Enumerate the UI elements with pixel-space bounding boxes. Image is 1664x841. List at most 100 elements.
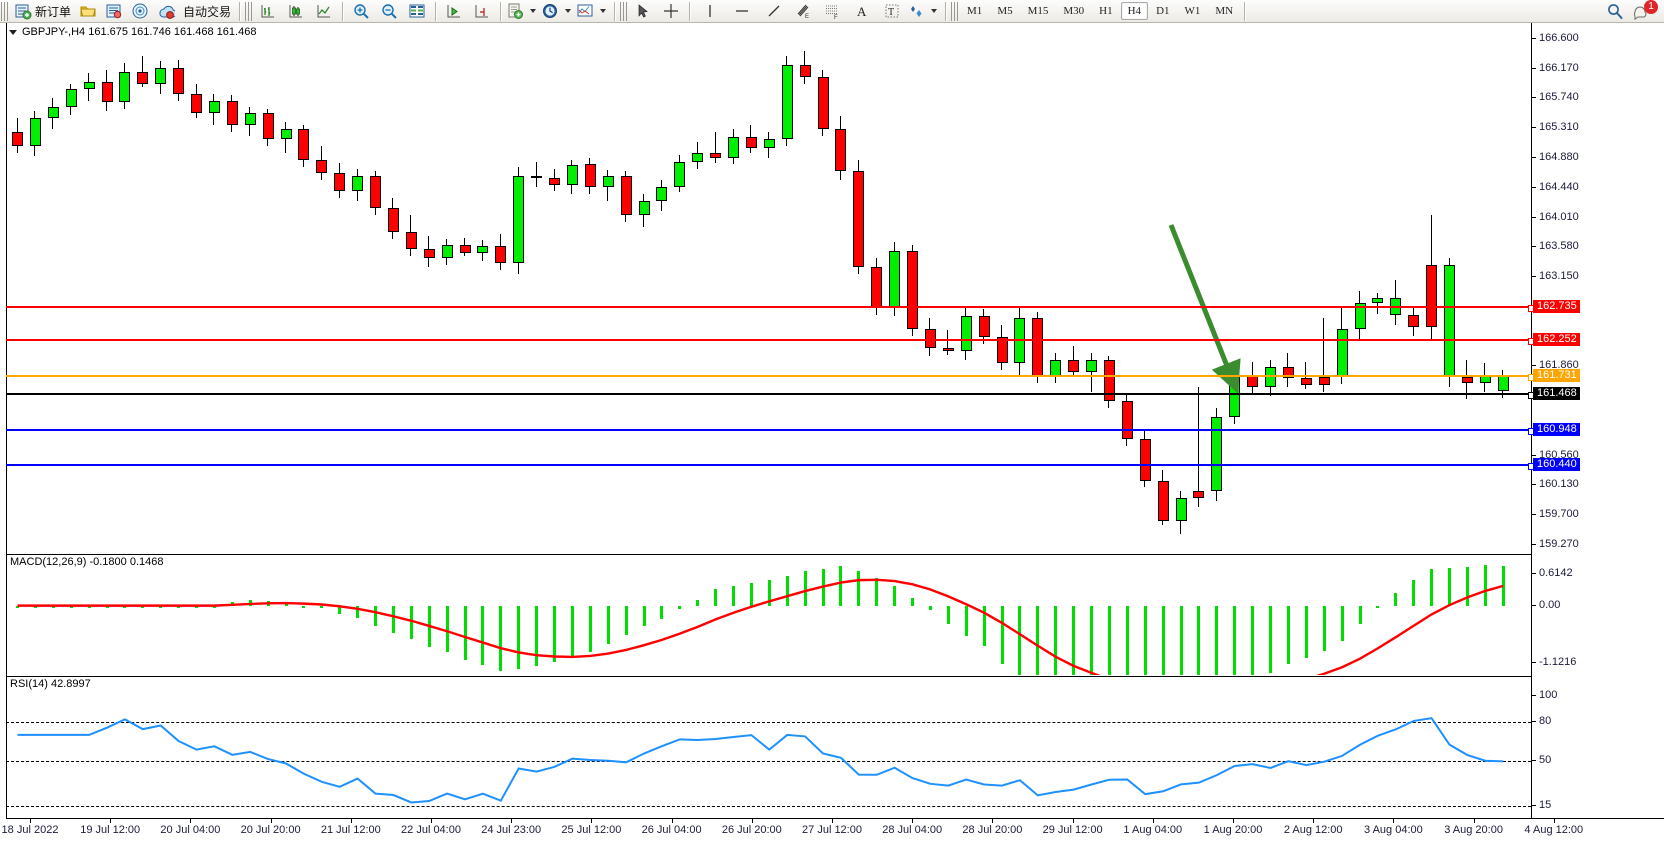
toolbar-grip[interactable] [1, 1, 8, 21]
toolbar-grip-4[interactable] [951, 1, 959, 21]
candlestick-chart-icon[interactable] [287, 2, 305, 20]
auto-trading-button[interactable]: 自动交易 [179, 0, 235, 23]
bar-chart-icon[interactable] [259, 2, 277, 20]
zoom-in-icon[interactable] [352, 2, 370, 20]
timeframe-w1[interactable]: W1 [1184, 5, 1201, 17]
time-tick [270, 819, 272, 823]
template-button[interactable] [505, 0, 540, 23]
line-chart-icon[interactable] [315, 2, 333, 20]
timeframe-d1[interactable]: D1 [1156, 5, 1170, 17]
candle-body [1354, 302, 1366, 329]
chart-menu-triangle-icon[interactable] [9, 29, 17, 35]
candle [1282, 352, 1294, 388]
macd-panel[interactable]: MACD(12,26,9) -0.1800 0.1468 [6, 555, 1531, 675]
period-button[interactable] [540, 0, 575, 23]
time-label: 3 Aug 04:00 [1364, 824, 1423, 836]
rsi-panel[interactable]: RSI(14) 42.8997 [6, 677, 1531, 818]
text-label-icon[interactable]: T [883, 2, 901, 20]
price-label-last-price[interactable]: 161.468 [1533, 387, 1580, 401]
market-watch-icon[interactable] [157, 2, 176, 20]
shift-end-icon[interactable] [445, 2, 463, 20]
timeframe-mn[interactable]: MN [1215, 5, 1234, 17]
rsi-level-15 [6, 805, 1531, 807]
equidistant-channel-icon[interactable]: E [795, 2, 813, 20]
candle-body [1426, 265, 1438, 328]
candle [173, 59, 185, 101]
grid-icon[interactable] [408, 2, 426, 20]
timeframe-m1[interactable]: M1 [967, 5, 983, 17]
candle [1247, 361, 1259, 395]
candle-body [459, 244, 471, 253]
price-panel[interactable] [6, 23, 1531, 553]
timeframe-m15[interactable]: M15 [1027, 5, 1049, 17]
indicators-dropdown-caret[interactable] [600, 9, 607, 13]
price-label-resistance-1[interactable]: 162.735 [1533, 299, 1580, 313]
notification-button[interactable]: 1 [1632, 0, 1658, 21]
vertical-line-icon[interactable] [701, 2, 719, 20]
price-line-support-1[interactable] [6, 427, 1535, 435]
indicators-button[interactable] [575, 0, 610, 23]
horizontal-line-icon[interactable] [733, 2, 751, 20]
candle-body [1336, 328, 1348, 378]
crosshair-icon[interactable] [662, 2, 680, 20]
new-order-button[interactable]: 新订单 [10, 0, 75, 23]
timeframe-m5[interactable]: M5 [997, 5, 1013, 17]
candle [387, 197, 399, 240]
macd-histogram-bar [1322, 605, 1326, 652]
time-tick [1393, 819, 1395, 823]
time-tick [751, 819, 753, 823]
candle-body [83, 81, 95, 89]
candle-body [405, 232, 417, 250]
plot-border [6, 23, 1531, 818]
price-label-support-2[interactable]: 160.440 [1533, 458, 1580, 472]
data-window-icon[interactable] [105, 2, 123, 20]
navigator-icon[interactable] [131, 2, 149, 20]
candle [101, 69, 113, 112]
timeframe-h4[interactable]: H4 [1120, 2, 1149, 20]
time-label: 24 Jul 23:00 [481, 824, 542, 836]
candle [65, 83, 77, 115]
candle [531, 161, 543, 188]
price-label-support-1[interactable]: 160.948 [1533, 422, 1580, 436]
price-label-pivot[interactable]: 161.731 [1533, 368, 1580, 382]
time-label: 1 Aug 20:00 [1203, 824, 1263, 836]
macd-label: MACD(12,26,9) -0.1800 0.1468 [10, 556, 164, 568]
cursor-icon[interactable] [634, 2, 652, 20]
macd-histogram-bar [338, 605, 342, 614]
price-line-resistance-1[interactable] [6, 304, 1535, 312]
candle [1265, 359, 1276, 397]
text-icon[interactable]: A [853, 2, 871, 20]
macd-histogram-bar [409, 605, 413, 639]
macd-histogram-bar [875, 578, 879, 606]
zoom-out-icon[interactable] [380, 2, 398, 20]
template-dropdown-caret[interactable] [530, 9, 537, 13]
time-axis[interactable]: 18 Jul 2022 19 Jul 12:00 20 Jul 04:00 20 Ju… [2, 818, 1664, 841]
candle-body [1103, 359, 1115, 402]
price-line-support-2[interactable] [6, 463, 1535, 471]
price-label-resistance-2[interactable]: 162.252 [1533, 332, 1580, 346]
fibonacci-icon[interactable]: F [823, 2, 841, 20]
candle-body [960, 316, 972, 351]
toolbar-grip-2[interactable] [245, 1, 253, 21]
price-line-last-price[interactable] [6, 392, 1535, 400]
period-dropdown-caret[interactable] [565, 9, 572, 13]
trendline-icon[interactable] [765, 2, 783, 20]
price-axis[interactable]: 166.600 166.170 165.740 165.310 164.880 164.4… [1531, 23, 1664, 818]
folder-icon[interactable] [79, 2, 97, 20]
time-tick [1152, 819, 1154, 823]
shapes-button[interactable] [906, 0, 941, 23]
time-tick [190, 819, 192, 823]
time-label: 26 Jul 04:00 [641, 824, 702, 836]
rsi-label: RSI(14) 42.8997 [10, 678, 91, 690]
price-line-resistance-2[interactable] [6, 337, 1535, 345]
shapes-dropdown-caret[interactable] [931, 9, 938, 13]
toolbar-separator-6 [689, 1, 691, 21]
price-line-pivot[interactable] [6, 373, 1535, 381]
timeframe-h1[interactable]: H1 [1099, 5, 1113, 17]
timeframe-m30[interactable]: M30 [1063, 5, 1085, 17]
search-icon[interactable] [1606, 2, 1624, 20]
chart-window[interactable]: GBPJPY-,H4 161.675 161.746 161.468 161.4… [0, 23, 1664, 841]
toolbar-grip-3[interactable] [620, 1, 628, 21]
auto-scroll-icon[interactable] [473, 2, 491, 20]
